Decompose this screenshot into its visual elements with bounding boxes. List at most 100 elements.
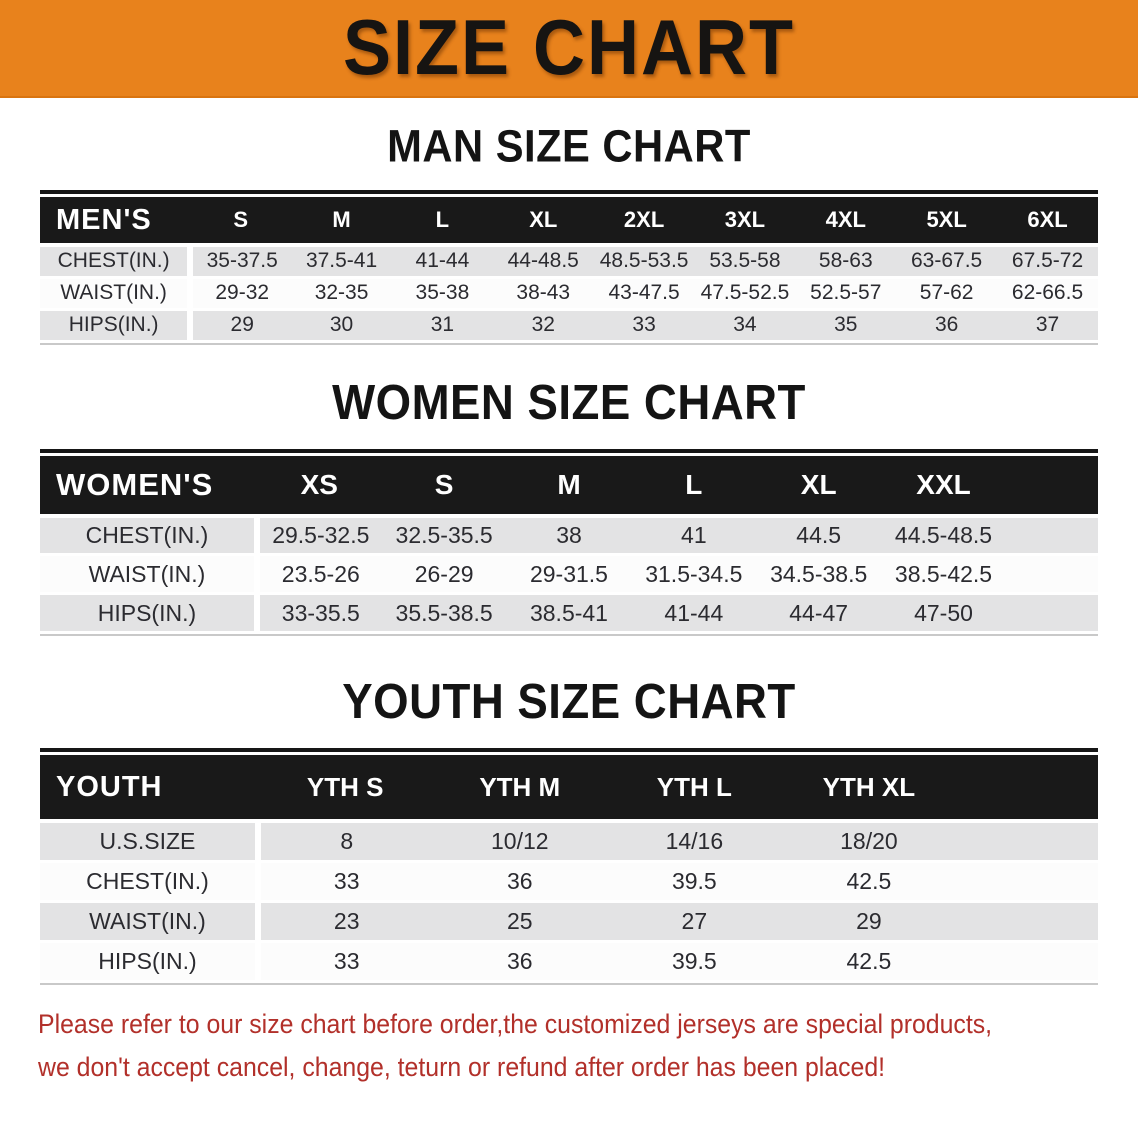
table-header-row: WOMEN'S XS S M L XL XXL <box>40 455 1098 518</box>
column-header: 5XL <box>896 197 998 247</box>
column-header: XS <box>256 455 382 518</box>
table-cell: 33 <box>593 309 695 343</box>
size-table-women: WOMEN'S XS S M L XL XXL CHEST(IN.) 29.5-32.5 32.5… <box>40 455 1098 634</box>
column-header: XXL <box>881 455 1006 518</box>
table-cell: 31 <box>391 309 493 343</box>
table-cell: 67.5-72 <box>997 245 1098 279</box>
column-header: 2XL <box>593 197 695 247</box>
table-cell: 23.5-26 <box>256 554 382 595</box>
size-table-youth: YOUTH YTH S YTH M YTH L YTH XL U.S.SIZE 8 10/12… <box>40 755 1098 983</box>
row-label: WAIST(IN.) <box>40 554 260 595</box>
table-cell: 39.5 <box>607 861 782 903</box>
spacer-cell <box>1005 593 1098 634</box>
table-cell: 10/12 <box>432 821 608 863</box>
table-row: HIPS(IN.) 29 30 31 32 33 34 35 36 37 <box>40 309 1098 343</box>
disclaimer: Please refer to our size chart before or… <box>38 1003 1138 1089</box>
column-header: S <box>381 455 507 518</box>
section-heading-youth: YOUTH SIZE CHART <box>342 672 796 729</box>
table-cell: 42.5 <box>781 861 957 903</box>
table-cell: 47.5-52.5 <box>694 277 796 311</box>
table-cell: 33 <box>257 861 433 903</box>
column-header: 3XL <box>694 197 796 247</box>
table-cell: 29-32 <box>190 277 292 311</box>
spacer-cell <box>1005 455 1098 518</box>
table-cell: 31.5-34.5 <box>631 554 757 595</box>
table-cell: 29-31.5 <box>506 554 632 595</box>
table-header-row: MEN'S S M L XL 2XL 3XL 4XL 5XL 6XL <box>40 197 1098 247</box>
table-header-row: YOUTH YTH S YTH M YTH L YTH XL <box>40 755 1098 823</box>
row-label: WAIST(IN.) <box>40 277 194 311</box>
table-row: CHEST(IN.) 29.5-32.5 32.5-35.5 38 41 44.5 44.5… <box>40 515 1098 556</box>
column-header: 4XL <box>795 197 897 247</box>
column-header: S <box>190 197 292 247</box>
table-cell: 43-47.5 <box>593 277 695 311</box>
spacer-cell <box>1005 554 1098 595</box>
table-cell: 41 <box>631 515 757 556</box>
table-cell: 33 <box>257 941 433 983</box>
table-cell: 63-67.5 <box>896 245 998 279</box>
table-cell: 47-50 <box>881 593 1006 634</box>
table-group-label: MEN'S <box>40 197 191 247</box>
row-label: HIPS(IN.) <box>40 941 261 983</box>
section-heading-men: MAN SIZE CHART <box>387 121 751 173</box>
row-label: HIPS(IN.) <box>40 309 194 343</box>
table-cell: 44-48.5 <box>492 245 594 279</box>
table-cell: 29 <box>781 901 957 943</box>
size-table-wrap-women: WOMEN'S XS S M L XL XXL CHEST(IN.) 29.5-32.5 32.5… <box>40 448 1098 636</box>
sections: MAN SIZE CHART MEN'S S M L XL 2XL 3XL 4XL 5XL 6XL C… <box>0 122 1138 985</box>
row-label: WAIST(IN.) <box>40 901 261 943</box>
table-cell: 35 <box>795 309 897 343</box>
table-cell: 32 <box>492 309 594 343</box>
table-cell: 30 <box>291 309 392 343</box>
table-row: HIPS(IN.) 33-35.5 35.5-38.5 38.5-41 41-44 44-… <box>40 593 1098 634</box>
table-cell: 32-35 <box>291 277 392 311</box>
table-cell: 14/16 <box>607 821 782 863</box>
table-cell: 29 <box>190 309 292 343</box>
spacer-cell <box>956 941 1098 983</box>
table-cell: 23 <box>257 901 433 943</box>
spacer-cell <box>956 755 1098 823</box>
table-cell: 38.5-41 <box>506 593 632 634</box>
row-label: U.S.SIZE <box>40 821 261 863</box>
column-header: YTH L <box>607 755 782 823</box>
table-cell: 38-43 <box>492 277 594 311</box>
table-cell: 52.5-57 <box>795 277 897 311</box>
column-header: L <box>391 197 493 247</box>
row-label: CHEST(IN.) <box>40 245 194 279</box>
table-cell: 35-37.5 <box>190 245 292 279</box>
size-chart-page: SIZE CHART MAN SIZE CHART MEN'S S M L XL 2XL 3X… <box>0 0 1138 1089</box>
table-row: CHEST(IN.) 35-37.5 37.5-41 41-44 44-48.5 48.5… <box>40 245 1098 279</box>
table-cell: 37.5-41 <box>291 245 392 279</box>
spacer-cell <box>956 901 1098 943</box>
size-table-wrap-men: MEN'S S M L XL 2XL 3XL 4XL 5XL 6XL CHEST(IN.) 35-37… <box>40 190 1098 345</box>
column-header: 6XL <box>997 197 1098 247</box>
table-cell: 39.5 <box>607 941 782 983</box>
column-header: XL <box>492 197 594 247</box>
column-header: M <box>506 455 632 518</box>
table-cell: 35-38 <box>391 277 493 311</box>
size-table-men: MEN'S S M L XL 2XL 3XL 4XL 5XL 6XL CHEST(IN.) 35-37… <box>40 197 1098 343</box>
table-cell: 26-29 <box>381 554 507 595</box>
row-label: CHEST(IN.) <box>40 515 260 556</box>
table-cell: 36 <box>432 861 608 903</box>
column-header: M <box>291 197 392 247</box>
table-cell: 44.5 <box>756 515 882 556</box>
table-cell: 8 <box>257 821 433 863</box>
table-cell: 44-47 <box>756 593 882 634</box>
disclaimer-line-2: we don't accept cancel, change, teturn o… <box>38 1051 886 1082</box>
table-cell: 42.5 <box>781 941 957 983</box>
table-cell: 36 <box>896 309 998 343</box>
table-cell: 36 <box>432 941 608 983</box>
column-header: L <box>631 455 757 518</box>
row-label: CHEST(IN.) <box>40 861 261 903</box>
table-cell: 27 <box>607 901 782 943</box>
table-cell: 33-35.5 <box>256 593 382 634</box>
column-header: YTH M <box>432 755 608 823</box>
table-cell: 62-66.5 <box>997 277 1098 311</box>
table-row: CHEST(IN.) 33 36 39.5 42.5 <box>40 861 1098 903</box>
section-heading-women: WOMEN SIZE CHART <box>332 373 806 429</box>
table-cell: 34 <box>694 309 796 343</box>
table-cell: 41-44 <box>391 245 493 279</box>
banner-title: SIZE CHART <box>343 4 795 92</box>
table-cell: 25 <box>432 901 608 943</box>
